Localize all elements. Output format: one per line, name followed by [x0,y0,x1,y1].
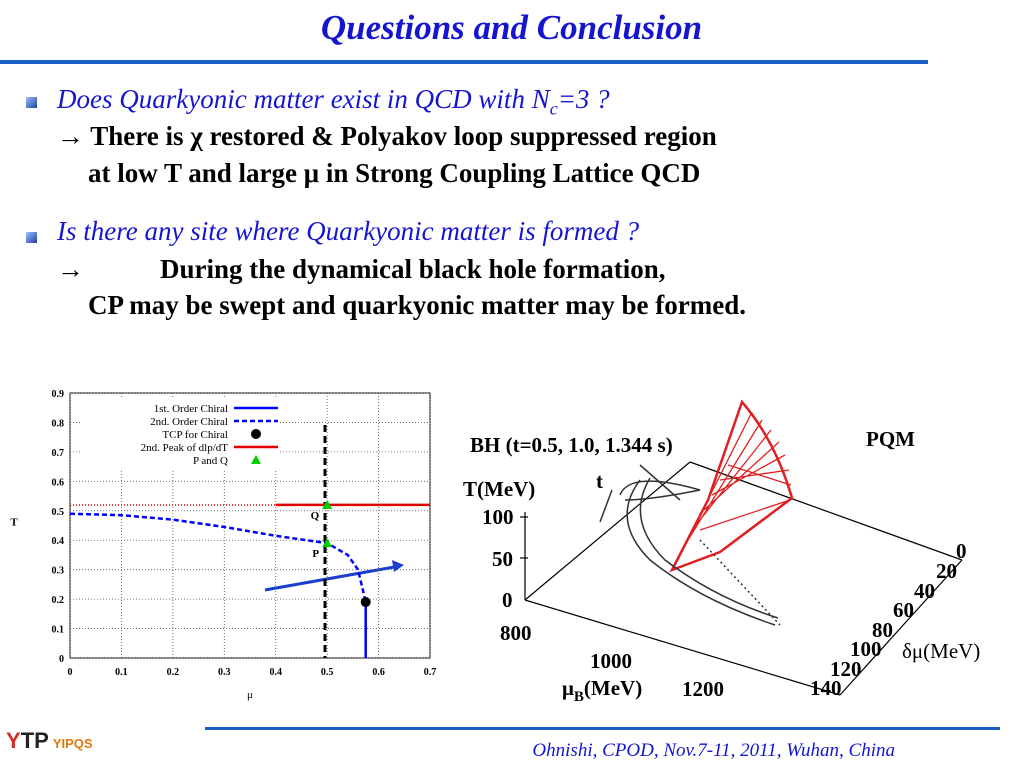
question: Is there any site where Quarkyonic matte… [57,216,640,246]
tick: 1000 [590,649,632,673]
y-tick-label: 0.9 [52,389,65,400]
tick: 800 [500,621,532,645]
x-tick-label: 0.7 [424,667,437,678]
y-tick-label: 0.8 [52,418,65,429]
tick: 1200 [682,677,724,701]
legend-label: 2nd. Order Chiral [150,416,228,428]
x-tick-label: 0.3 [218,667,231,678]
legend-label: TCP for Chiral [162,429,228,441]
bullet [26,97,37,108]
tick: 140 [810,676,842,700]
question: Does Quarkyonic matter exist in QCD with… [57,84,610,119]
text: (MeV) [584,676,642,700]
tick: 20 [936,559,957,583]
logo: YTP YIPQS [6,728,93,754]
x-tick-label: 0.1 [115,667,128,678]
y-tick-label: 0.1 [52,625,65,636]
point-label: P [312,548,319,560]
plot3d-model: PQM [866,427,915,451]
answer: During the dynamical black hole formatio… [160,254,666,284]
arrow [264,564,401,592]
answer: → There is χ restored & Polyakov loop su… [57,121,717,151]
tick: 120 [830,657,862,681]
plot3d-trajectories [599,464,781,626]
point [322,499,333,509]
text: =3 ? [557,84,610,114]
legend-marker [251,455,261,464]
y-label: T(MeV) [463,477,535,501]
answer: at low T and large μ in Strong Coupling … [88,158,701,188]
logo-y: Y [6,728,21,753]
tick: 40 [914,579,935,603]
plot3d-frame [520,461,963,696]
footer-text: Ohnishi, CPOD, Nov.7-11, 2011, Wuhan, Ch… [532,740,895,761]
point [322,538,333,548]
legend-box [80,398,280,470]
series-line [69,512,367,603]
plot3d-surface [669,399,794,573]
z-label: δμ(MeV) [902,639,980,663]
y-tick-label: 0.7 [52,448,65,459]
tick: 60 [893,598,914,622]
text: Does Quarkyonic matter exist in QCD with… [57,84,550,114]
x-tick-label: 0.5 [321,667,334,678]
y-axis-label: T [10,517,18,529]
logo-tp: TP [20,728,49,753]
y-tick-label: 0.4 [52,536,65,547]
subscript: B [574,689,584,705]
t-label: t [596,469,603,493]
bullet [26,232,37,243]
arrow-head [392,560,404,572]
legend-marker [251,429,261,439]
y-tick-label: 0.3 [52,566,65,577]
text: μ [562,676,574,700]
legend-label: 2nd. Peak of dlp/dT [141,442,229,454]
plot3d-title: BH (t=0.5, 1.0, 1.344 s) [470,433,673,457]
x-label: μB(MeV) [562,676,642,705]
x-tick-label: 0.2 [167,667,180,678]
y-tick-label: 0.6 [52,477,65,488]
y-tick-label: 0 [59,654,64,665]
tick: 100 [482,505,514,529]
x-tick-label: 0.6 [372,667,385,678]
tick: 100 [850,637,882,661]
answer: CP may be swept and quarkyonic matter ma… [88,290,746,320]
y-tick-label: 0.5 [52,507,65,518]
tick: 0 [502,588,513,612]
slide-title: Questions and Conclusion [320,8,703,47]
x-tick-label: 0 [68,667,73,678]
point [360,597,371,608]
title-rule [0,60,928,64]
tick: 50 [492,547,513,571]
tick: 80 [872,618,893,642]
x-tick-label: 0.4 [269,667,282,678]
point-label: Q [311,510,320,522]
footer-rule [205,727,1000,730]
logo-yipqs: YIPQS [52,736,93,751]
subscript: c [549,98,558,119]
legend-label: P and Q [193,455,228,467]
y-tick-label: 0.2 [52,595,65,606]
tick: 0 [956,539,967,563]
legend-label: 1st. Order Chiral [154,403,228,415]
answer: → [57,254,84,284]
x-axis-label: μ [247,689,253,701]
